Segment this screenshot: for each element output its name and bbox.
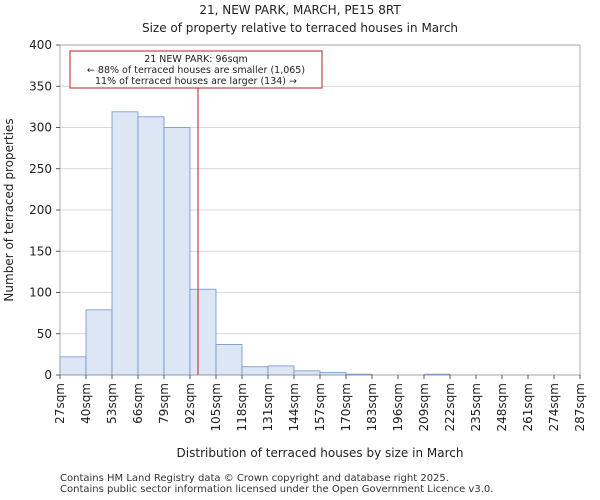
- x-tick-label-6: 105sqm: [209, 383, 223, 431]
- x-tick-label-13: 196sqm: [391, 383, 405, 431]
- footer-line-1: Contains HM Land Registry data © Crown c…: [60, 473, 449, 484]
- y-tick-label-200: 200: [29, 203, 52, 217]
- x-tick-label-7: 118sqm: [235, 383, 249, 431]
- bar-40sqm: [85, 309, 113, 376]
- y-tick-label-150: 150: [29, 244, 52, 258]
- y-tick-label-250: 250: [29, 162, 52, 176]
- annotation-line-1: 21 NEW PARK: 96sqm: [144, 54, 248, 65]
- annotation-box: 21 NEW PARK: 96sqm ← 88% of terraced hou…: [69, 50, 323, 89]
- chart-title: 21, NEW PARK, MARCH, PE15 8RT: [199, 3, 401, 17]
- x-tick-label-0: 27sqm: [53, 383, 67, 424]
- x-tick-label-10: 157sqm: [313, 383, 327, 431]
- x-tick-label-14: 209sqm: [417, 383, 431, 431]
- x-tick-label-5: 92sqm: [183, 383, 197, 424]
- x-tick-label-3: 66sqm: [131, 383, 145, 424]
- annotation-line-3: 11% of terraced houses are larger (134) …: [95, 76, 297, 87]
- bar-105sqm: [215, 344, 243, 376]
- bar-131sqm: [267, 365, 295, 376]
- x-axis: 27sqm 40sqm 53sqm 66sqm 79sqm 92sqm 105sqm 118s…: [53, 375, 587, 431]
- y-tick-label-400: 400: [29, 38, 52, 52]
- y-axis: 0 50 100 150 200 250 300 350 400: [29, 38, 60, 382]
- bar-118sqm: [241, 366, 269, 376]
- x-tick-label-4: 79sqm: [157, 383, 171, 424]
- x-tick-label-17: 248sqm: [495, 383, 509, 431]
- x-tick-label-19: 274sqm: [547, 383, 561, 431]
- bar-66sqm: [137, 116, 165, 376]
- bar-144sqm: [293, 370, 321, 376]
- x-tick-label-20: 287sqm: [573, 383, 587, 431]
- x-tick-label-15: 222sqm: [443, 383, 457, 431]
- bars: [59, 111, 451, 376]
- x-tick-label-8: 131sqm: [261, 383, 275, 431]
- y-axis-label: Number of terraced properties: [2, 118, 16, 301]
- bar-27sqm: [59, 356, 87, 376]
- x-tick-label-2: 53sqm: [105, 383, 119, 424]
- bar-79sqm: [163, 127, 191, 376]
- x-tick-label-12: 183sqm: [365, 383, 379, 431]
- y-tick-label-300: 300: [29, 121, 52, 135]
- y-tick-label-350: 350: [29, 79, 52, 93]
- x-tick-label-1: 40sqm: [79, 383, 93, 424]
- y-tick-label-100: 100: [29, 286, 52, 300]
- y-tick-label-50: 50: [37, 327, 52, 341]
- bar-53sqm: [111, 111, 139, 376]
- bar-92sqm: [189, 288, 217, 376]
- annotation-line-2: ← 88% of terraced houses are smaller (1,…: [87, 65, 305, 76]
- y-tick-label-0: 0: [44, 368, 52, 382]
- chart-subtitle: Size of property relative to terraced ho…: [142, 21, 458, 35]
- footer-line-2: Contains public sector information licen…: [60, 484, 494, 495]
- x-tick-label-18: 261sqm: [521, 383, 535, 431]
- x-tick-label-11: 170sqm: [339, 383, 353, 431]
- x-tick-label-16: 235sqm: [469, 383, 483, 431]
- x-tick-label-9: 144sqm: [287, 383, 301, 431]
- x-axis-label: Distribution of terraced houses by size …: [177, 446, 464, 460]
